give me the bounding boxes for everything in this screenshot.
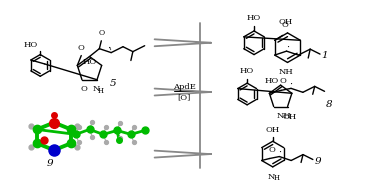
Text: OH: OH bbox=[266, 126, 280, 134]
Text: HO: HO bbox=[240, 67, 254, 75]
Text: O: O bbox=[281, 22, 288, 30]
Text: ApdE: ApdE bbox=[173, 83, 195, 91]
Text: HO: HO bbox=[264, 77, 279, 85]
Text: ·: · bbox=[278, 148, 281, 157]
Text: N: N bbox=[267, 173, 274, 181]
Text: H: H bbox=[98, 87, 104, 95]
Text: H: H bbox=[274, 174, 280, 182]
Text: HO: HO bbox=[247, 14, 261, 22]
Text: HO: HO bbox=[83, 59, 97, 66]
Text: O: O bbox=[268, 146, 275, 154]
Text: NH: NH bbox=[277, 112, 291, 120]
Text: ·: · bbox=[108, 44, 112, 54]
Text: [O]: [O] bbox=[177, 93, 191, 101]
Text: O: O bbox=[78, 44, 85, 52]
Text: OH: OH bbox=[279, 18, 293, 26]
Text: N: N bbox=[92, 85, 100, 93]
Text: 5: 5 bbox=[110, 79, 116, 88]
Text: O: O bbox=[81, 85, 87, 93]
Text: 9: 9 bbox=[47, 160, 53, 168]
Text: NH: NH bbox=[278, 68, 293, 76]
Text: 8: 8 bbox=[326, 100, 333, 109]
Text: 1: 1 bbox=[322, 51, 328, 60]
Text: O: O bbox=[98, 29, 104, 37]
Text: 9: 9 bbox=[314, 157, 321, 166]
Text: ·: · bbox=[286, 43, 289, 52]
Text: HO: HO bbox=[24, 41, 38, 49]
Text: OH: OH bbox=[282, 113, 297, 121]
Text: ·: · bbox=[290, 80, 293, 89]
Text: O: O bbox=[280, 77, 287, 85]
